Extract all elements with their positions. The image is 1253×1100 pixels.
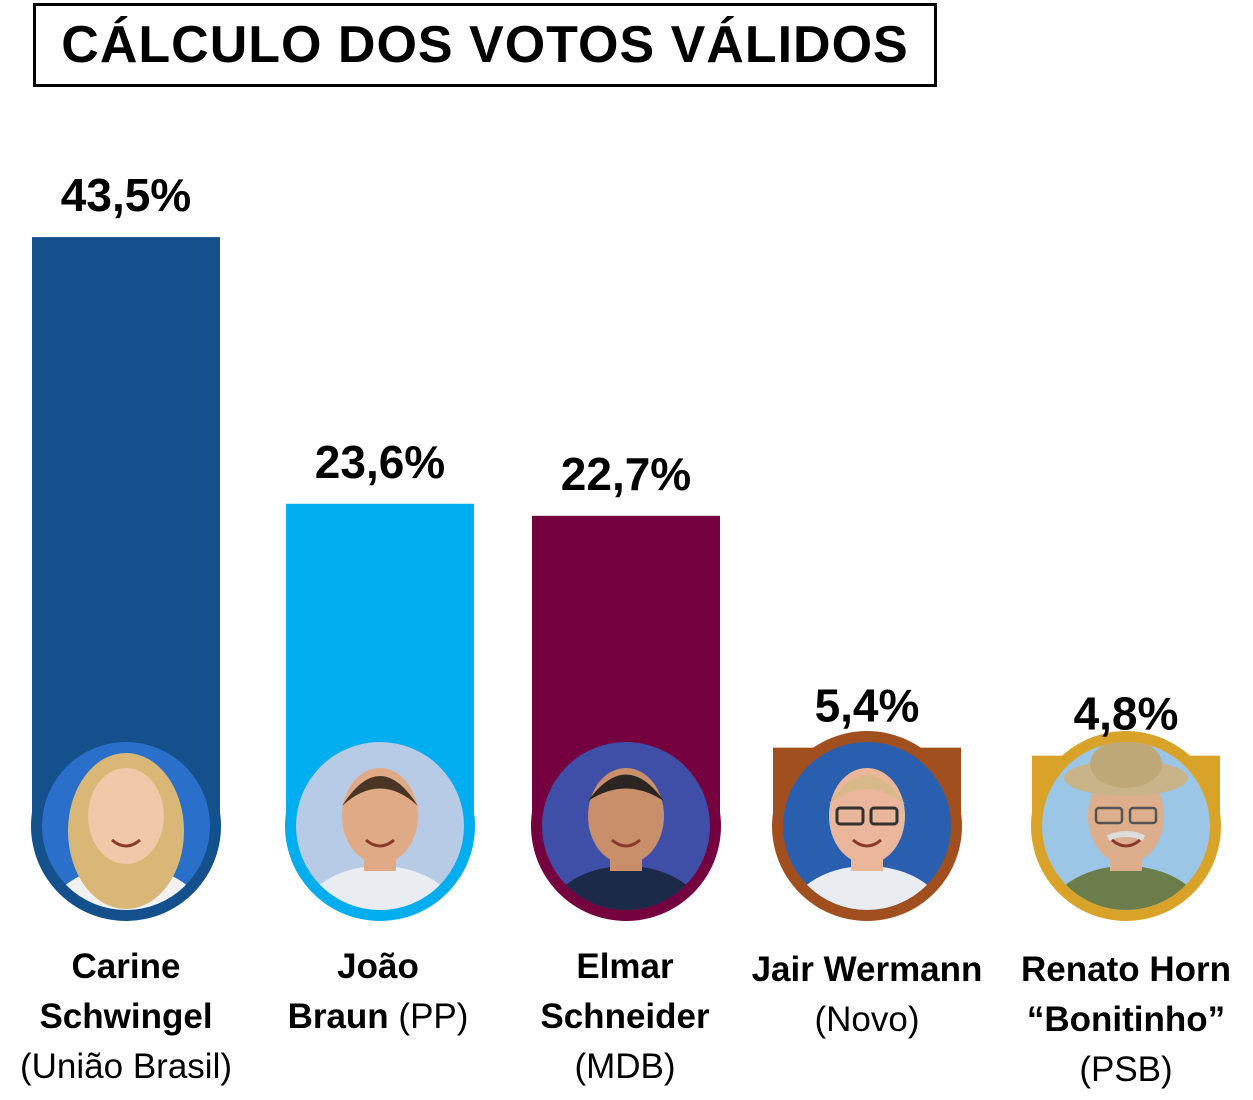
candidate-photo-2 [296, 742, 464, 910]
candidate-name-line1: Elmar [576, 947, 674, 986]
candidate-party: (Novo) [814, 1000, 920, 1039]
candidate-party: (PSB) [1079, 1050, 1173, 1089]
candidate-name-line1: Jair Wermann [751, 950, 983, 989]
candidate-name-line1: João [337, 947, 419, 986]
candidate-label-jair: Jair Wermann (Novo) [737, 945, 997, 1045]
candidate-name-line2: “Bonitinho” [1026, 1000, 1226, 1039]
candidate-name-line2: Braun [287, 997, 389, 1036]
candidate-label-renato: Renato Horn “Bonitinho” (PSB) [996, 945, 1253, 1095]
data-label-3: 22,7% [561, 448, 691, 500]
candidate-name-line1: Carine [71, 947, 181, 986]
candidate-label-carine: Carine Schwingel (União Brasil) [0, 942, 256, 1092]
bar-1 [32, 237, 220, 821]
chart-title-box: CÁLCULO DOS VOTOS VÁLIDOS [33, 3, 937, 87]
candidate-photo-5 [1042, 742, 1210, 910]
candidate-photo-3 [542, 742, 710, 910]
candidate-label-elmar: Elmar Schneider (MDB) [495, 942, 755, 1092]
data-label-5: 4,8% [1074, 688, 1179, 740]
data-label-4: 5,4% [815, 680, 920, 732]
candidate-photo-4 [783, 742, 951, 910]
candidate-name-line2: Schwingel [39, 997, 213, 1036]
chart-title: CÁLCULO DOS VOTOS VÁLIDOS [61, 16, 909, 74]
candidate-party: (MDB) [574, 1047, 676, 1086]
candidate-photo-1 [42, 742, 210, 910]
candidate-label-joao: João Braun (PP) [248, 942, 508, 1042]
candidate-name-line1: Renato Horn [1021, 950, 1231, 989]
candidate-party: (PP) [398, 997, 469, 1036]
candidate-name-line2: Schneider [540, 997, 710, 1036]
data-label-1: 43,5% [61, 169, 191, 221]
data-label-2: 23,6% [315, 436, 445, 488]
candidate-party: (União Brasil) [20, 1047, 232, 1086]
